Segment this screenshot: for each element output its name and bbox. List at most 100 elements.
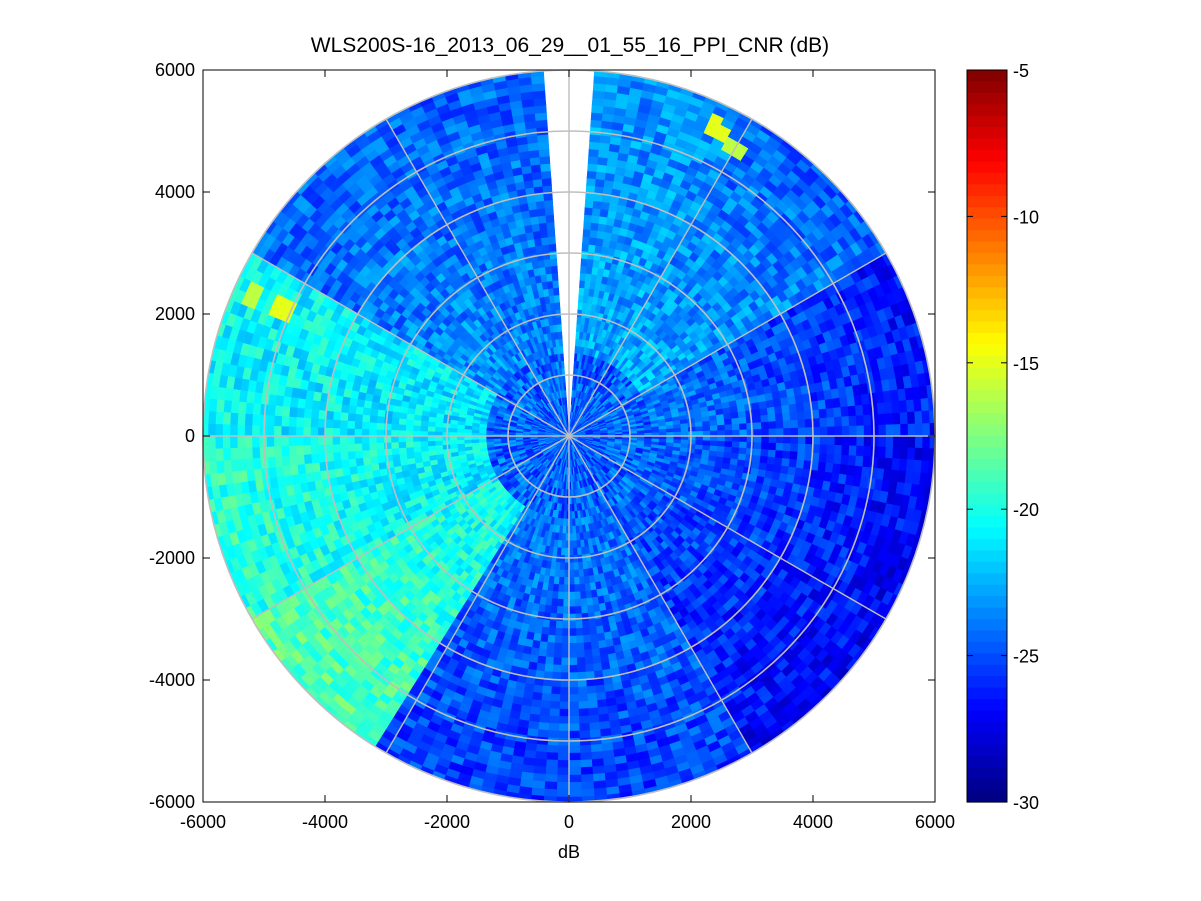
polar-cell (580, 598, 588, 607)
polar-cell (584, 583, 592, 592)
polar-cell (405, 429, 414, 437)
polar-cell (753, 428, 763, 437)
polar-cell (702, 435, 711, 442)
polar-cell (768, 428, 777, 437)
polar-cell (580, 257, 588, 267)
polar-cell (710, 435, 719, 442)
polar-cell (739, 441, 748, 449)
polar-cell (547, 236, 556, 245)
polar-cell (775, 428, 785, 437)
polar-cell (412, 435, 421, 442)
polar-cell (588, 619, 597, 629)
polar-cell (544, 265, 553, 275)
polar-cell (680, 427, 689, 433)
polar-cell (559, 345, 564, 354)
polar-cell (562, 613, 570, 622)
polar-cell (724, 441, 733, 448)
polar-cell (546, 228, 556, 238)
polar-cell (586, 604, 595, 614)
polar-cell (369, 449, 378, 458)
polar-cell (753, 422, 762, 430)
polar-cell (568, 628, 577, 637)
polar-cell (412, 424, 421, 432)
polar-cell (376, 422, 385, 430)
polar-cell (405, 446, 415, 454)
polar-cell (587, 612, 596, 621)
polar-cell (405, 435, 414, 443)
polar-cell (560, 360, 565, 369)
polar-cell (556, 323, 563, 333)
polar-cell (580, 265, 588, 274)
polar-cell (582, 236, 591, 245)
polar-cell (568, 635, 577, 644)
polar-cell (545, 273, 554, 282)
polar-cell (731, 423, 741, 431)
polar-cell (775, 442, 784, 452)
polar-cell (398, 417, 407, 425)
polar-cell (543, 258, 552, 268)
polar-cell (383, 429, 392, 437)
polar-cell (557, 591, 564, 600)
polar-cell (568, 584, 575, 593)
polar-cell (594, 618, 603, 628)
polar-cell (550, 257, 558, 267)
polar-cell (555, 613, 564, 622)
polar-cell (419, 435, 428, 442)
polar-cell (724, 429, 733, 437)
polar-cell (579, 590, 587, 600)
polar-cell (390, 435, 399, 443)
polar-cell (568, 562, 575, 571)
polar-cell (752, 408, 762, 417)
polar-cell (558, 338, 564, 347)
polar-cell (739, 435, 748, 443)
polar-cell (563, 389, 567, 398)
polar-cell (556, 598, 564, 608)
polar-cell (731, 417, 740, 425)
polar-cell (561, 367, 566, 376)
polar-cell (583, 221, 592, 231)
polar-cell (383, 441, 392, 450)
polar-cell (753, 442, 762, 450)
polar-cell (724, 424, 733, 431)
polar-cell (563, 584, 570, 593)
polar-cell (758, 400, 768, 410)
polar-cell (540, 626, 550, 636)
polar-cell (561, 628, 570, 637)
polar-cell (658, 428, 667, 434)
polar-cell (575, 620, 583, 629)
polar-cell (383, 416, 393, 424)
polar-cell (390, 423, 399, 431)
polar-cell (456, 439, 465, 445)
polar-cell (549, 612, 557, 622)
polar-cell (738, 417, 748, 425)
polar-cell (390, 429, 399, 437)
polar-cell (572, 533, 577, 542)
polar-cell (441, 439, 451, 446)
polar-cell (427, 435, 436, 442)
polar-cell (574, 613, 583, 622)
polar-cell (595, 625, 605, 635)
polar-cell (702, 425, 711, 432)
polar-cell (585, 597, 594, 607)
polar-cell (761, 435, 770, 444)
polar-cell (702, 420, 711, 427)
polar-cell (533, 237, 543, 247)
polar-cell (561, 620, 570, 630)
polar-cell (573, 576, 580, 586)
polar-cell (562, 599, 570, 608)
polar-cell (724, 435, 733, 443)
polar-cell (717, 440, 726, 448)
polar-cell (731, 447, 740, 455)
polar-cell (574, 606, 582, 615)
polar-cell (558, 569, 565, 578)
polar-cell (562, 591, 570, 600)
polar-cell (717, 424, 726, 432)
polar-cell (540, 236, 550, 246)
polar-cell (376, 455, 386, 464)
polar-cell (753, 415, 762, 424)
polar-cell (554, 627, 563, 637)
polar-cell (397, 441, 407, 449)
polar-cell (556, 316, 562, 325)
polar-cell (383, 422, 392, 431)
polar-cell (557, 330, 563, 340)
